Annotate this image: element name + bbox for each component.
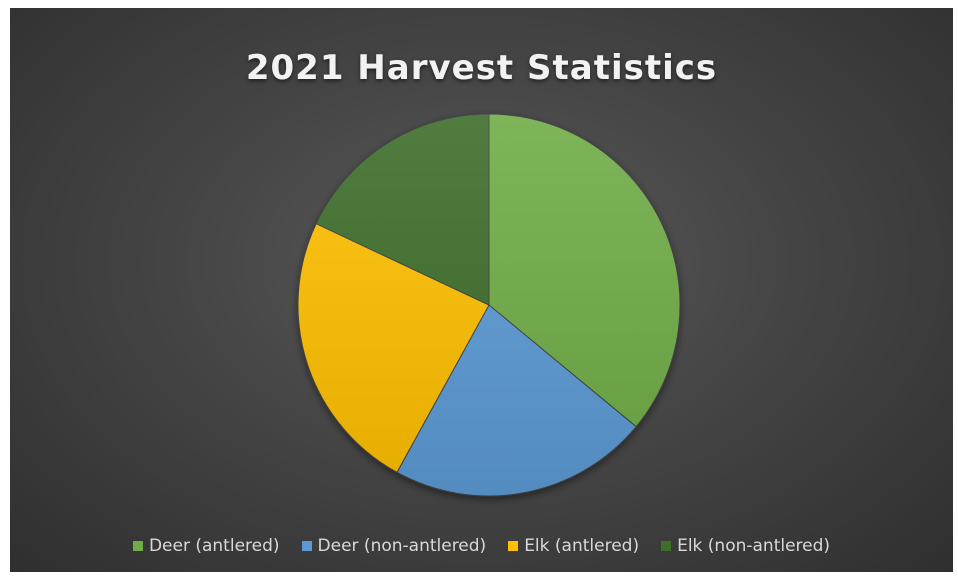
legend-item-elk-antlered: Elk (antlered) <box>508 536 639 556</box>
legend-swatch <box>301 541 312 551</box>
legend-item-deer-antlered: Deer (antlered) <box>132 536 280 556</box>
legend-label: Deer (antlered) <box>148 536 280 556</box>
legend-swatch <box>508 541 519 551</box>
legend-label: Deer (non-antlered) <box>317 536 487 556</box>
legend-swatch <box>132 541 143 551</box>
legend-label: Elk (antlered) <box>524 536 640 556</box>
legend: Deer (antlered) Deer (non-antlered) Elk (a… <box>10 536 953 556</box>
legend-item-elk-non-antlered: Elk (non-antlered) <box>661 536 830 556</box>
chart-area: 2021 Harvest Statistics Deer (antlered) D… <box>10 8 953 572</box>
pie-chart <box>297 113 681 497</box>
legend-label: Elk (non-antlered) <box>677 536 831 556</box>
chart-title: 2021 Harvest Statistics <box>245 48 718 88</box>
legend-swatch <box>661 541 672 551</box>
legend-item-deer-non-antlered: Deer (non-antlered) <box>301 536 487 556</box>
